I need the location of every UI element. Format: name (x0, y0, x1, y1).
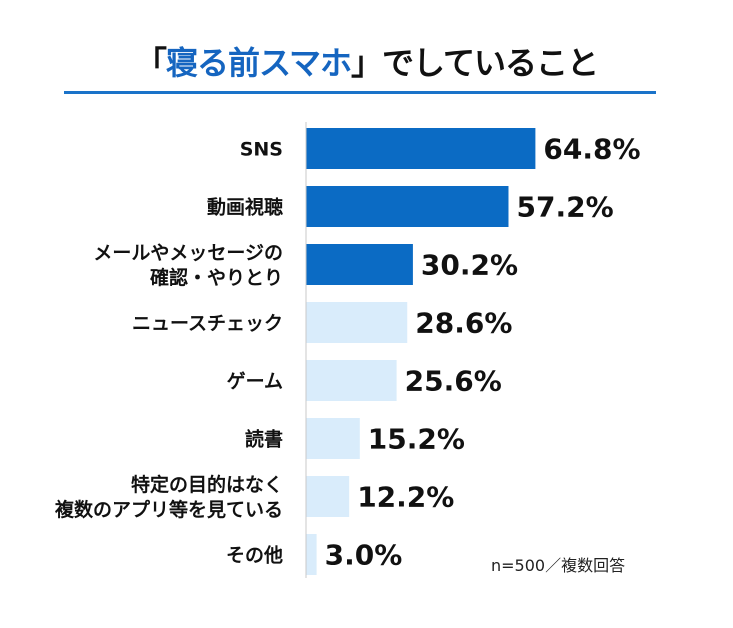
category-label-2: メールやメッセージの確認・やりとり (93, 242, 283, 289)
bar-1 (306, 186, 509, 227)
bar-4 (306, 360, 397, 401)
category-label-line: 複数のアプリ等を見ている (54, 498, 283, 521)
value-label-6: 12.2% (357, 481, 454, 514)
value-label-1: 57.2% (516, 191, 613, 224)
chart-title: 「寝る前スマホ」でしていること (0, 38, 733, 84)
title-suffix: 」でしていること (351, 44, 599, 82)
title-underline (64, 91, 656, 94)
value-label-5: 15.2% (368, 423, 465, 456)
value-label-0: 64.8% (543, 133, 640, 166)
title-highlight: 寝る前スマホ (165, 44, 352, 82)
category-label-line: その他 (226, 544, 283, 567)
title-prefix: 「 (134, 44, 167, 82)
category-label-line: メールやメッセージの (93, 242, 283, 264)
category-label-line: 特定の目的はなく (131, 473, 283, 496)
sample-note: n=500／複数回答 (491, 556, 626, 575)
bar-2 (306, 244, 413, 285)
category-label-line: 読書 (245, 428, 283, 451)
bar-6 (306, 476, 350, 517)
category-labels: SNS 動画視聴メールやメッセージの確認・やりとりニュースチェックゲーム読書特定の… (54, 139, 283, 567)
bar-0 (306, 128, 536, 169)
category-label-4: ゲーム (227, 371, 283, 393)
category-label-7: その他 (226, 544, 283, 567)
category-label-5: 読書 (245, 428, 283, 451)
bar-7 (306, 534, 317, 575)
category-label-line: ゲーム (227, 371, 283, 393)
category-label-line: SNS (240, 139, 283, 161)
category-label-0: SNS (240, 139, 283, 161)
bar-5 (306, 418, 360, 459)
category-label-1: 動画視聴 (207, 196, 283, 219)
category-label-line: 動画視聴 (207, 196, 283, 219)
category-label-6: 特定の目的はなく複数のアプリ等を見ている (54, 473, 283, 521)
bar-3 (306, 302, 408, 343)
category-label-3: ニュースチェック (132, 313, 283, 335)
category-label-line: ニュースチェック (132, 313, 283, 335)
bars (306, 128, 536, 575)
value-label-2: 30.2% (421, 249, 518, 282)
value-labels: 64.8% 57.2% 30.2% 28.6% 25.6% 15.2% 12.2% 3.0% (325, 133, 641, 572)
value-label-4: 25.6% (405, 365, 502, 398)
value-label-3: 28.6% (415, 307, 512, 340)
value-label-7: 3.0% (325, 539, 403, 572)
category-label-line: 確認・やりとり (150, 266, 283, 289)
